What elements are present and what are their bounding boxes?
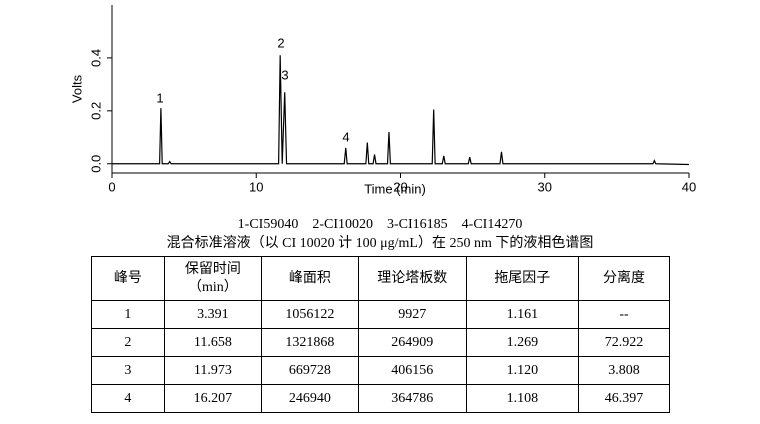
table-cell: 3.391 — [163, 300, 262, 329]
table-row: 1 3.391 1056122 9927 1.161 -- — [91, 300, 670, 329]
x-tick-label: 10 — [249, 179, 263, 194]
table-cell: 16.207 — [163, 384, 262, 413]
table-cell: 2 — [91, 328, 165, 357]
x-tick-label: 0 — [108, 179, 115, 194]
peak-label: 1 — [156, 90, 163, 105]
table-cell: 46.397 — [578, 384, 670, 413]
table-cell: 峰号 — [91, 256, 165, 301]
table-cell: 264909 — [357, 328, 467, 357]
chromatogram-line — [112, 55, 690, 166]
table-cell: 246940 — [260, 384, 359, 413]
header-row: 峰号 保留时间 （min） 峰面积 理论塔板数 拖尾因子 分离度 — [91, 256, 670, 301]
table-cell: 364786 — [357, 384, 467, 413]
table-cell: 11.658 — [163, 328, 262, 357]
results-table: 峰号 保留时间 （min） 峰面积 理论塔板数 拖尾因子 分离度 1 3.391 1056122 9… — [91, 256, 670, 413]
table-row: 4 16.207 246940 364786 1.108 46.397 — [91, 384, 670, 413]
chart: Time (min) Volts 1-CI59040 2-CI10020 3-C… — [69, 5, 696, 251]
table-cell: -- — [578, 300, 670, 329]
peak-label: 3 — [281, 67, 288, 82]
table-cell: 9927 — [357, 300, 467, 329]
table-cell: 1 — [91, 300, 165, 329]
table-cell: 3.808 — [578, 356, 670, 385]
table-row: 3 11.973 669728 406156 1.120 3.808 — [91, 356, 670, 385]
table-cell: 4 — [91, 384, 165, 413]
peak-label: 2 — [277, 35, 284, 50]
table-cell: 669728 — [260, 356, 359, 385]
table-cell: 1.120 — [465, 356, 580, 385]
table-cell: 1.108 — [465, 384, 580, 413]
x-tick-label: 40 — [682, 179, 696, 194]
x-axis-label: Time (min) — [364, 181, 426, 196]
y-tick-label: 0.4 — [88, 49, 103, 67]
cell-line: 保留时间 — [184, 261, 241, 277]
caption: 混合标准溶液（以 CI 10020 计 100 μg/mL）在 250 nm 下… — [167, 234, 594, 251]
table-cell: 1056122 — [260, 300, 359, 329]
table-cell: 72.922 — [578, 328, 670, 357]
x-tick-label: 30 — [538, 179, 552, 194]
table-cell: 3 — [91, 356, 165, 385]
table-cell: 拖尾因子 — [465, 256, 580, 301]
table-cell: 理论塔板数 — [357, 256, 467, 301]
table-row: 2 11.658 1321868 264909 1.269 72.922 — [91, 328, 670, 357]
y-tick-label: 0.2 — [88, 102, 103, 120]
table-cell: 11.973 — [163, 356, 262, 385]
peak-label: 4 — [342, 129, 349, 144]
table-cell: 1.161 — [465, 300, 580, 329]
peak-legend: 1-CI59040 2-CI10020 3-CI16185 4-CI14270 — [238, 217, 523, 232]
y-axis-label: Volts — [69, 74, 84, 103]
table-cell: 1.269 — [465, 328, 580, 357]
table-cell: 1321868 — [260, 328, 359, 357]
y-tick-label: 0.0 — [88, 155, 103, 173]
table-cell: 保留时间 （min） — [163, 256, 262, 301]
table-cell: 分离度 — [578, 256, 670, 301]
cell-line: （min） — [187, 279, 238, 295]
table-cell: 峰面积 — [260, 256, 359, 301]
x-tick-label: 20 — [393, 179, 407, 194]
table-cell: 406156 — [357, 356, 467, 385]
